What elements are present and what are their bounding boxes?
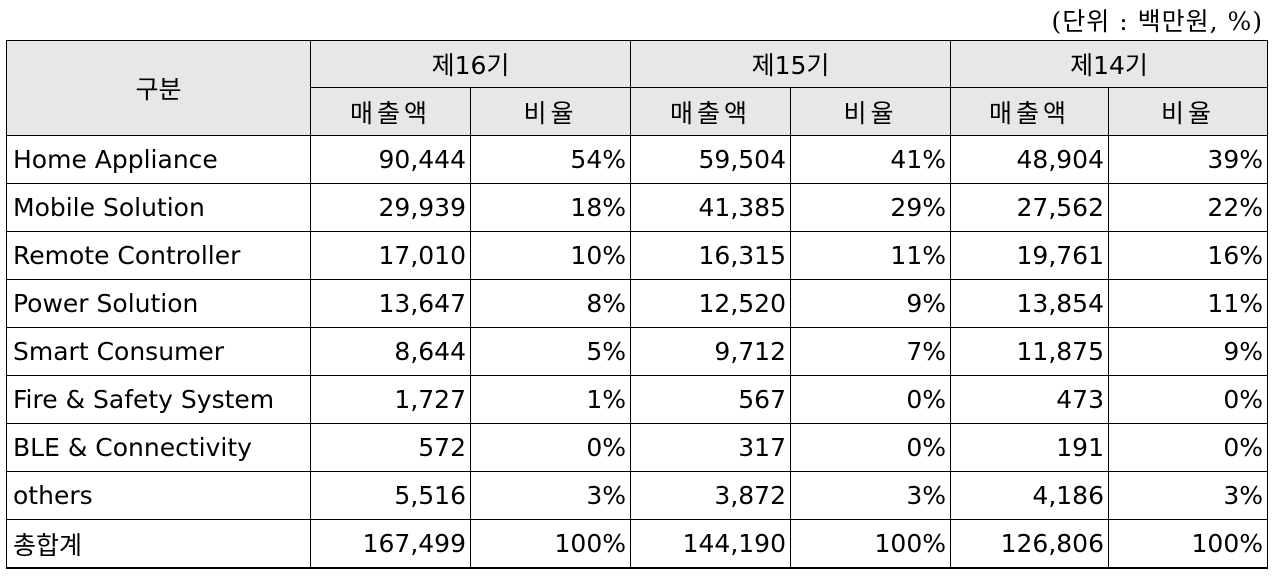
ratio-cell: 0%	[470, 423, 631, 472]
sales-cell: 1,727	[310, 375, 471, 424]
ratio-cell: 5%	[470, 327, 631, 376]
sales-cell: 90,444	[310, 135, 471, 184]
row-label: Mobile Solution	[6, 183, 311, 232]
ratio-cell: 16%	[1108, 231, 1268, 280]
period-header-16: 제16기	[310, 40, 631, 88]
sales-cell: 13,854	[950, 279, 1109, 328]
sales-cell: 13,647	[310, 279, 471, 328]
ratio-cell: 29%	[790, 183, 951, 232]
sales-cell: 29,939	[310, 183, 471, 232]
table-row: Fire & Safety System 1,727 1% 567 0% 473 0%	[6, 375, 1268, 424]
ratio-cell: 0%	[1108, 423, 1268, 472]
sales-cell: 4,186	[950, 471, 1109, 520]
ratio-cell: 54%	[470, 135, 631, 184]
sales-cell: 8,644	[310, 327, 471, 376]
period-header-15: 제15기	[630, 40, 951, 88]
unit-note: (단위 : 백만원, %)	[1051, 7, 1263, 36]
table-row: others 5,516 3% 3,872 3% 4,186 3%	[6, 471, 1268, 520]
table-row: Home Appliance 90,444 54% 59,504 41% 48,904 39…	[6, 135, 1268, 184]
ratio-cell: 100%	[790, 519, 951, 569]
ratio-cell: 11%	[1108, 279, 1268, 328]
sales-cell: 473	[950, 375, 1109, 424]
sales-cell: 317	[630, 423, 791, 472]
sales-cell: 144,190	[630, 519, 791, 569]
sales-cell: 9,712	[630, 327, 791, 376]
category-header: 구분	[6, 40, 311, 136]
ratio-cell: 0%	[1108, 375, 1268, 424]
ratio-cell: 100%	[1108, 519, 1268, 569]
sales-cell: 567	[630, 375, 791, 424]
ratio-cell: 9%	[1108, 327, 1268, 376]
sales-cell: 126,806	[950, 519, 1109, 569]
ratio-cell: 11%	[790, 231, 951, 280]
sales-cell: 48,904	[950, 135, 1109, 184]
ratio-cell: 0%	[790, 375, 951, 424]
ratio-cell: 39%	[1108, 135, 1268, 184]
sales-cell: 19,761	[950, 231, 1109, 280]
table-row: Remote Controller 17,010 10% 16,315 11% 19,76…	[6, 231, 1268, 280]
sales-cell: 167,499	[310, 519, 471, 569]
row-label: Remote Controller	[6, 231, 311, 280]
row-label: Fire & Safety System	[6, 375, 311, 424]
row-label: Power Solution	[6, 279, 311, 328]
ratio-cell: 9%	[790, 279, 951, 328]
ratio-cell: 41%	[790, 135, 951, 184]
row-label: others	[6, 471, 311, 520]
sales-cell: 3,872	[630, 471, 791, 520]
sales-header: 매출액	[310, 87, 471, 136]
sales-cell: 41,385	[630, 183, 791, 232]
table-row: BLE & Connectivity 572 0% 317 0% 191 0%	[6, 423, 1268, 472]
sales-cell: 27,562	[950, 183, 1109, 232]
ratio-header: 비율	[470, 87, 631, 136]
row-label: Smart Consumer	[6, 327, 311, 376]
ratio-cell: 10%	[470, 231, 631, 280]
ratio-cell: 1%	[470, 375, 631, 424]
table-row: Power Solution 13,647 8% 12,520 9% 13,854 11%	[6, 279, 1268, 328]
total-row: 총합계 167,499 100% 144,190 100% 126,806 100%	[6, 519, 1268, 569]
table-body: Home Appliance 90,444 54% 59,504 41% 48,904 39…	[6, 135, 1268, 569]
sales-cell: 16,315	[630, 231, 791, 280]
ratio-cell: 100%	[470, 519, 631, 569]
sales-header: 매출액	[630, 87, 791, 136]
row-label: 총합계	[6, 519, 311, 569]
sales-cell: 59,504	[630, 135, 791, 184]
sales-header: 매출액	[950, 87, 1109, 136]
sales-cell: 5,516	[310, 471, 471, 520]
ratio-cell: 3%	[470, 471, 631, 520]
sales-cell: 12,520	[630, 279, 791, 328]
ratio-header: 비율	[1108, 87, 1268, 136]
period-header-14: 제14기	[950, 40, 1268, 88]
sales-cell: 191	[950, 423, 1109, 472]
ratio-header: 비율	[790, 87, 951, 136]
ratio-cell: 8%	[470, 279, 631, 328]
ratio-cell: 18%	[470, 183, 631, 232]
ratio-cell: 3%	[790, 471, 951, 520]
sales-cell: 11,875	[950, 327, 1109, 376]
sales-table: 구분 제16기 제15기 제14기 매출액 비율 매출액 비율 매출액 비율 H…	[6, 40, 1268, 569]
sales-cell: 572	[310, 423, 471, 472]
sales-cell: 17,010	[310, 231, 471, 280]
table-row: Smart Consumer 8,644 5% 9,712 7% 11,875 9%	[6, 327, 1268, 376]
table-row: Mobile Solution 29,939 18% 41,385 29% 27,562 2…	[6, 183, 1268, 232]
ratio-cell: 22%	[1108, 183, 1268, 232]
ratio-cell: 0%	[790, 423, 951, 472]
ratio-cell: 7%	[790, 327, 951, 376]
ratio-cell: 3%	[1108, 471, 1268, 520]
row-label: BLE & Connectivity	[6, 423, 311, 472]
row-label: Home Appliance	[6, 135, 311, 184]
